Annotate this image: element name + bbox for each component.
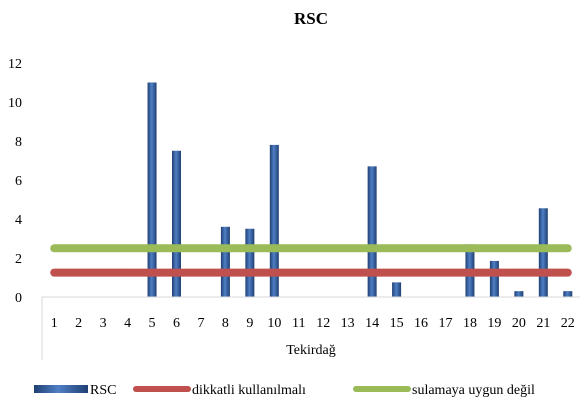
y-tick-label: 10 bbox=[8, 96, 22, 111]
y-tick-label: 6 bbox=[15, 174, 22, 189]
x-tick-label: 9 bbox=[246, 316, 253, 331]
y-tick-label: 4 bbox=[15, 213, 22, 228]
bar-8 bbox=[220, 226, 230, 297]
x-tick-label: 17 bbox=[439, 316, 453, 331]
bar-19 bbox=[489, 260, 499, 297]
y-axis: 0 2 4 6 8 10 12 bbox=[8, 57, 22, 306]
bar-15 bbox=[392, 282, 402, 297]
x-tick-label: 4 bbox=[124, 316, 131, 331]
y-tick-label: 8 bbox=[15, 135, 22, 150]
x-axis: 1 2 3 4 5 6 7 8 9 10 11 12 13 14 15 16 17 18 19 20 21 22 bbox=[41, 296, 580, 360]
x-tick-label: 20 bbox=[512, 316, 526, 331]
x-tick-label: 12 bbox=[316, 316, 330, 331]
legend: RSC dikkatli kullanılmalı sulamaya uygun d… bbox=[34, 383, 535, 398]
x-tick-label: 13 bbox=[341, 316, 355, 331]
x-tick-label: 10 bbox=[267, 316, 281, 331]
x-tick-label: 11 bbox=[292, 316, 305, 331]
reference-lines bbox=[50, 244, 572, 277]
x-tick-label: 21 bbox=[536, 316, 550, 331]
x-tick-label: 7 bbox=[197, 316, 204, 331]
bar-14 bbox=[367, 166, 377, 297]
bar-22 bbox=[563, 291, 573, 297]
x-tick-label: 22 bbox=[561, 316, 575, 331]
x-tick-label: 3 bbox=[100, 316, 107, 331]
bar-21 bbox=[538, 208, 548, 297]
y-tick-label: 2 bbox=[15, 252, 22, 267]
x-tick-label: 14 bbox=[365, 316, 379, 331]
bar-6 bbox=[172, 150, 181, 297]
x-tick-label: 1 bbox=[51, 316, 58, 331]
legend-label: RSC bbox=[90, 383, 116, 398]
x-tick-label: 8 bbox=[222, 316, 229, 331]
x-axis-label: Tekirdağ bbox=[286, 343, 336, 358]
bar-20 bbox=[514, 291, 524, 297]
x-tick-label: 16 bbox=[414, 316, 428, 331]
bar-9 bbox=[245, 228, 255, 297]
bar-5 bbox=[147, 82, 157, 297]
chart-title: RSC bbox=[294, 9, 328, 28]
y-tick-label: 0 bbox=[15, 291, 22, 306]
x-tick-label: 19 bbox=[487, 316, 501, 331]
x-tick-label: 6 bbox=[173, 316, 180, 331]
bar-10 bbox=[269, 144, 279, 297]
x-tick-label: 15 bbox=[390, 316, 404, 331]
bar-series bbox=[147, 82, 573, 297]
legend-label: dikkatli kullanılmalı bbox=[192, 383, 306, 398]
legend-label: sulamaya uygun değil bbox=[412, 383, 535, 398]
y-tick-label: 12 bbox=[8, 57, 22, 72]
x-tick-label: 18 bbox=[463, 316, 477, 331]
x-tick-label: 2 bbox=[75, 316, 82, 331]
x-tick-label: 5 bbox=[149, 316, 156, 331]
legend-swatch-bar bbox=[34, 385, 88, 393]
